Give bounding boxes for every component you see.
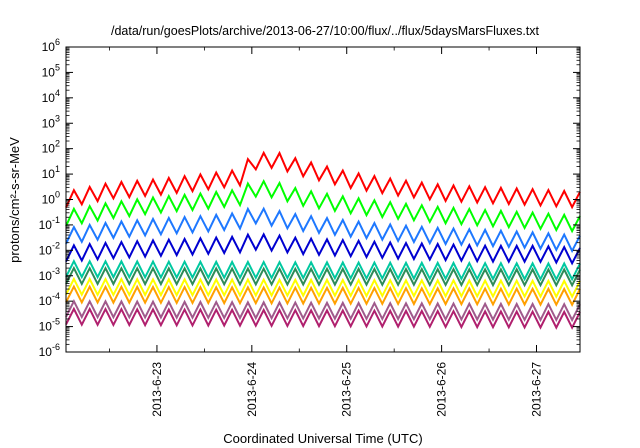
x-axis: 2013-6-23 2013-6-24 2013-6-25 2013-6-26 2013…: [109, 47, 544, 417]
x-tick-label: 2013-6-24: [245, 362, 259, 417]
x-tick-label: 2013-6-26: [435, 362, 449, 417]
y-tick-label: 106: [42, 37, 60, 54]
series-line: [65, 284, 581, 308]
y-tick-exponent: 1: [55, 164, 60, 174]
series-line: [65, 232, 581, 266]
series-line: [65, 206, 581, 254]
x-axis-title: Coordinated Universal Time (UTC): [223, 431, 422, 446]
y-tick-exponent: -5: [52, 317, 60, 327]
y-tick-exponent: -4: [52, 291, 60, 301]
y-tick-label: 10-5: [39, 317, 60, 334]
y-tick-exponent: -2: [52, 240, 60, 250]
y-tick-label: 10-4: [39, 291, 60, 308]
y-tick-exponent: -6: [52, 342, 60, 352]
y-tick-label: 100: [42, 190, 60, 207]
y-tick-label: 10-3: [39, 266, 60, 283]
y-tick-exponent: 3: [55, 113, 60, 123]
chart-title: /data/run/goesPlots/archive/2013-06-27/1…: [111, 24, 540, 38]
y-tick-exponent: -3: [52, 266, 60, 276]
y-tick-exponent: -1: [52, 215, 60, 225]
y-tick-label: 105: [42, 62, 60, 79]
y-axis-title: protons/cm²-s-sr-MeV: [7, 137, 22, 263]
series-line: [65, 178, 581, 234]
x-tick-label: 2013-6-23: [150, 362, 164, 417]
series-line: [65, 276, 581, 299]
series-line: [65, 265, 581, 288]
series-line: [65, 258, 581, 282]
y-tick-exponent: 0: [55, 190, 60, 200]
y-tick-label: 10-2: [39, 240, 60, 257]
plot-series: [65, 150, 581, 330]
x-tick-label: 2013-6-27: [530, 362, 544, 417]
y-tick-label: 104: [42, 88, 60, 105]
y-tick-label: 10-1: [39, 215, 60, 232]
y-tick-label: 10-6: [39, 342, 60, 359]
series-line: [65, 306, 581, 330]
x-tick-label: 2013-6-25: [340, 362, 354, 417]
series-line: [65, 150, 581, 210]
y-tick-label: 101: [42, 164, 60, 181]
y-tick-exponent: 4: [55, 88, 60, 98]
y-tick-label: 102: [42, 139, 60, 156]
y-tick-exponent: 2: [55, 139, 60, 149]
y-tick-exponent: 5: [55, 62, 60, 72]
y-tick-label: 103: [42, 113, 60, 130]
y-tick-exponent: 6: [55, 37, 60, 47]
series-line: [65, 298, 581, 323]
